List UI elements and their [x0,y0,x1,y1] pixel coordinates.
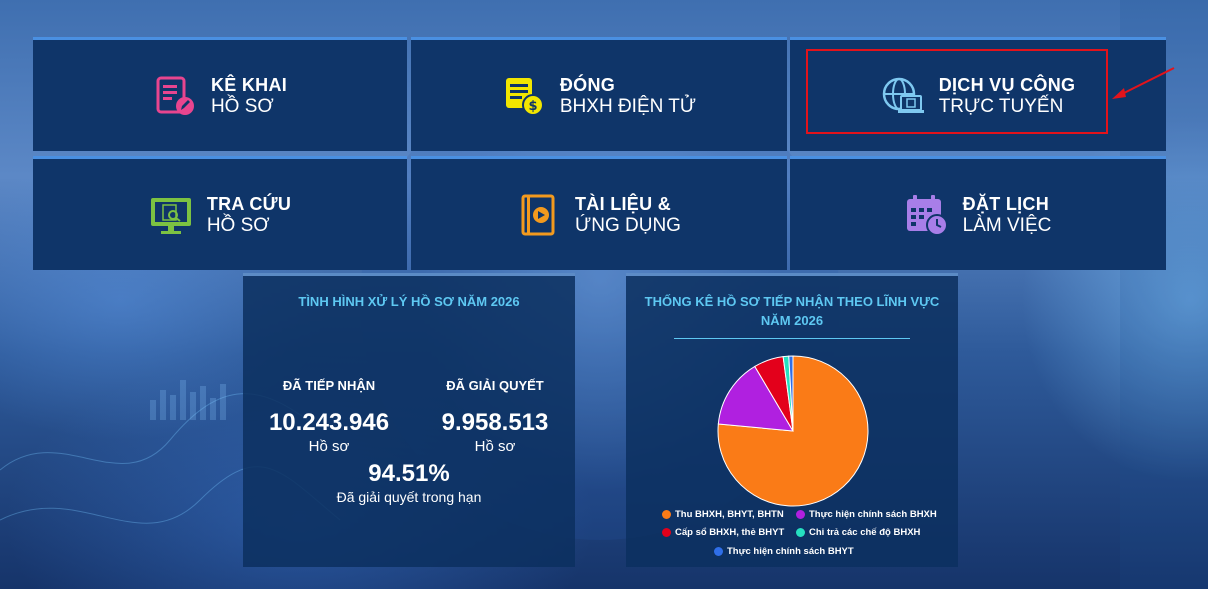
legend-label: Thực hiện chính sách BHYT [727,546,854,557]
legend-dot-icon [662,528,671,537]
legend-item[interactable]: Thực hiện chính sách BHYT [714,546,854,557]
tile-title: ĐẶT LỊCH [962,193,1050,214]
received-label: ĐÃ TIẾP NHẬN [282,378,376,393]
legend-label: Thực hiện chính sách BHXH [809,509,937,520]
received-unit: Hồ sơ [308,438,350,455]
tile-dat-lich-lam-viec[interactable]: ĐẶT LỊCH LÀM VIỆC [790,156,1166,270]
chart-panel: THỐNG KÊ HỒ SƠ TIẾP NHẬN THEO LĨNH VỰC N… [626,273,958,567]
annotation-arrow-icon [1112,67,1175,99]
svg-text:$: $ [528,99,537,114]
legend-label: Cấp sổ BHXH, thẻ BHYT [675,527,785,538]
legend-label: Chi trả các chế độ BHXH [809,527,921,538]
tile-title: TÀI LIỆU & [575,193,672,214]
resolved-value: 9.958.513 [441,409,549,436]
online-service-icon [881,74,925,118]
payment-icon: $ [502,74,546,118]
legend-dot-icon [714,547,723,556]
tile-title: KÊ KHAI [210,74,288,95]
chart-title-line2: NĂM 2026 [760,313,824,328]
book-play-icon [517,193,561,237]
legend-dot-icon [662,510,671,519]
tile-title: DỊCH VỤ CÔNG [938,74,1076,95]
tile-dong-bhxh-dien-tu[interactable]: $ ĐÓNG BHXH ĐIỆN TỬ [411,37,787,151]
legend-item[interactable]: Thu BHXH, BHYT, BHTN [662,509,784,520]
highlight-box [806,49,1108,134]
monitor-search-icon [149,193,193,237]
tile-title: ĐÓNG [559,74,616,95]
tile-ke-khai-ho-so[interactable]: KÊ KHAI HỒ SƠ [33,37,407,151]
tile-title: TRA CỨU [206,193,292,214]
tile-subtitle: HỒ SƠ [206,214,270,236]
ontime-label: Đã giải quyết trong hạn [336,489,482,505]
tile-subtitle: TRỰC TUYẾN [938,95,1064,117]
pie-slice-1[interactable] [717,365,794,432]
legend-item[interactable]: Cấp sổ BHXH, thẻ BHYT [662,527,784,538]
received-value: 10.243.946 [268,409,390,436]
legend-dot-icon [796,528,805,537]
title-divider [674,338,910,339]
tile-tra-cuu-ho-so[interactable]: TRA CỨU HỒ SƠ [33,156,407,270]
legend-item[interactable]: Thực hiện chính sách BHXH [796,509,937,520]
legend-label: Thu BHXH, BHYT, BHTN [675,509,784,520]
ontime-value: 94.51% [368,460,450,487]
calendar-clock-icon [905,193,949,237]
tile-subtitle: BHXH ĐIỆN TỬ [559,95,697,117]
stats-panel: TÌNH HÌNH XỬ LÝ HỒ SƠ NĂM 2026 ĐÃ TIẾP N… [243,273,575,567]
pie-slice-0[interactable] [717,355,869,507]
pie-slice-4[interactable] [788,355,794,432]
chart-title-line1: THỐNG KÊ HỒ SƠ TIẾP NHẬN THEO LĨNH VỰC [644,294,940,309]
tile-subtitle: ỨNG DỤNG [575,214,681,236]
document-edit-icon [153,74,197,118]
tile-subtitle: HỒ SƠ [210,95,274,117]
tile-tai-lieu-ung-dung[interactable]: TÀI LIỆU & ỨNG DỤNG [411,156,787,270]
pie-chart [717,355,869,507]
tile-subtitle: LÀM VIỆC [962,214,1052,236]
legend-item[interactable]: Chi trả các chế độ BHXH [796,527,920,538]
resolved-unit: Hồ sơ [474,438,516,455]
resolved-label: ĐÃ GIẢI QUYẾT [446,378,544,393]
legend-dot-icon [796,510,805,519]
stats-panel-title: TÌNH HÌNH XỬ LÝ HỒ SƠ NĂM 2026 [298,294,520,309]
